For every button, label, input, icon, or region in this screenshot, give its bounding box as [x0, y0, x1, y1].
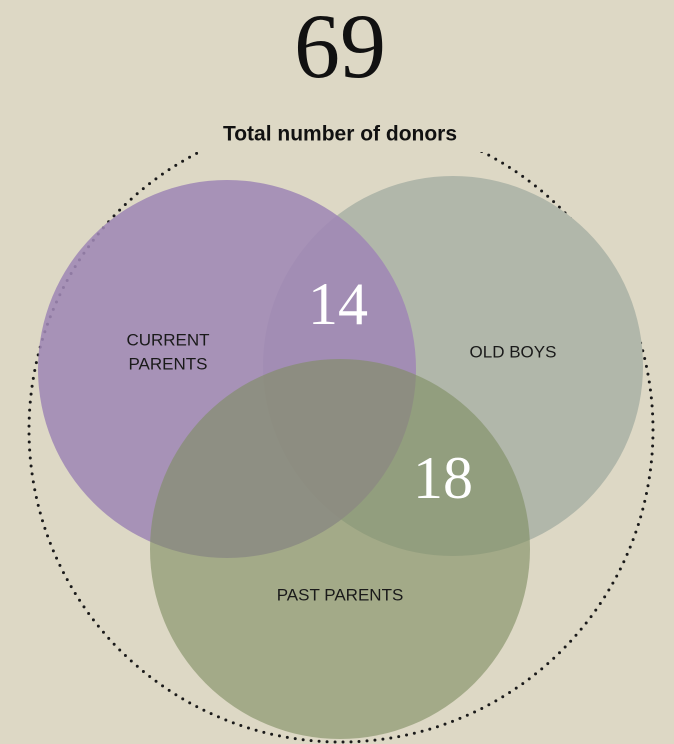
total-boundary [27, 116, 655, 744]
set-label: OLD BOYS [470, 342, 557, 361]
intersection-value: 14 [308, 271, 368, 337]
set-label: CURRENT [126, 330, 209, 349]
past-parents-circle [150, 359, 530, 739]
set-label: PAST PARENTS [277, 585, 404, 604]
set-label: PARENTS [128, 354, 207, 373]
total-value: 69 [294, 0, 386, 97]
total-label: Total number of donors [223, 123, 457, 146]
intersection-value: 18 [413, 445, 473, 511]
label-backdrop [185, 112, 495, 152]
